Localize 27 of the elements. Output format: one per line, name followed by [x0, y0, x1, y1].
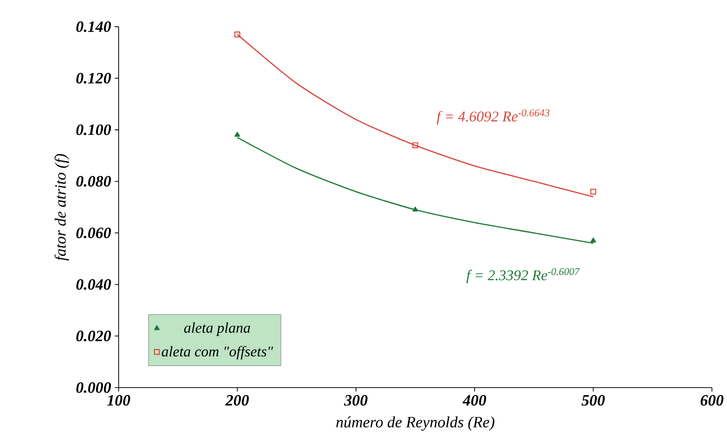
y-tick-label: 0.000: [76, 382, 111, 393]
x-tick-label: 200: [225, 395, 249, 406]
y-tick-label: 0.100: [76, 124, 111, 136]
point: [590, 238, 596, 242]
x-axis-title: número de Reynolds (Re): [336, 416, 494, 431]
x-tick-label: 400: [462, 395, 486, 406]
annotation: f = 2.3392 Re$^{-0.6007}$: [466, 268, 580, 284]
point: [412, 206, 418, 212]
x-tick-label: 500: [582, 395, 605, 406]
x-tick-label: 600: [700, 395, 724, 406]
x-tick-label: 300: [344, 395, 368, 406]
y-tick-label: 0.120: [76, 72, 111, 84]
y-tick-label: 0.140: [76, 21, 111, 32]
legend-label: aleta plana: [184, 322, 250, 336]
y-axis-title: fator de atrito (f): [54, 154, 70, 261]
point: [590, 188, 596, 195]
line-series: [236, 34, 594, 198]
x-tick-label: 100: [107, 395, 130, 406]
y-tick-label: 0.080: [76, 176, 111, 187]
y-tick-label: 0.060: [76, 228, 111, 238]
point: [234, 132, 240, 137]
y-tick-label: 0.040: [76, 279, 111, 290]
y-tick-label: 0.020: [76, 330, 111, 342]
legend-label: aleta com "offsets": [162, 346, 274, 360]
point: [412, 142, 418, 148]
point: [234, 31, 240, 38]
annotation: f = 4.6092 Re$^{-0.6643}$: [436, 109, 550, 125]
